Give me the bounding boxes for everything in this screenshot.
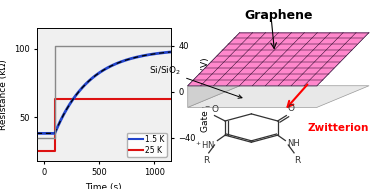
Text: Graphene: Graphene bbox=[244, 9, 313, 22]
X-axis label: Time (s): Time (s) bbox=[86, 183, 122, 189]
Polygon shape bbox=[188, 33, 240, 107]
Text: Si/SiO$_2$: Si/SiO$_2$ bbox=[149, 64, 242, 98]
Y-axis label: Gate voltage (V): Gate voltage (V) bbox=[201, 57, 210, 132]
Polygon shape bbox=[188, 86, 369, 107]
Y-axis label: Resistance (kΩ): Resistance (kΩ) bbox=[0, 59, 8, 130]
Text: $^+$HN: $^+$HN bbox=[194, 139, 216, 151]
Text: $^-$O: $^-$O bbox=[203, 103, 220, 114]
Legend: 1.5 K, 25 K: 1.5 K, 25 K bbox=[127, 133, 167, 157]
Text: R: R bbox=[203, 156, 209, 165]
Text: R: R bbox=[294, 156, 300, 165]
Text: Zwitterion: Zwitterion bbox=[308, 123, 369, 133]
Text: NH: NH bbox=[287, 139, 300, 148]
Polygon shape bbox=[188, 33, 369, 86]
Text: O: O bbox=[288, 104, 295, 113]
